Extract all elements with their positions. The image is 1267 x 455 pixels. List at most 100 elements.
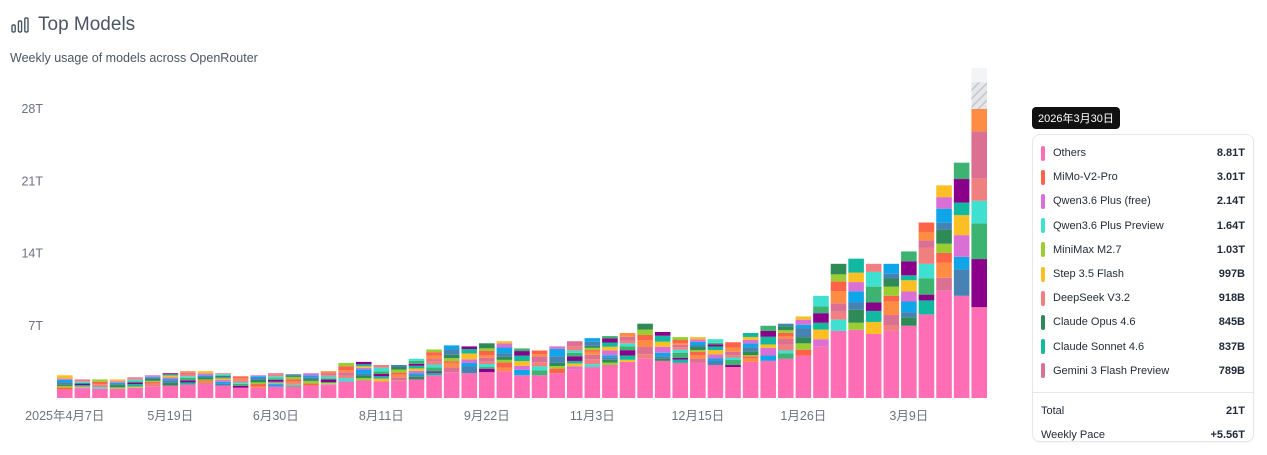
week-bar[interactable]	[901, 251, 917, 398]
week-bar[interactable]	[373, 364, 390, 398]
bar-segment	[707, 346, 724, 351]
week-bar[interactable]	[74, 379, 91, 398]
week-bar[interactable]	[338, 362, 354, 398]
bar-segment	[654, 358, 671, 361]
bar-segment	[162, 385, 179, 398]
tooltip-series-row: MiniMax M2.7 1.03T	[1041, 238, 1245, 262]
week-bar[interactable]	[285, 374, 302, 398]
bar-segment	[901, 261, 917, 276]
week-bar[interactable]	[707, 339, 724, 398]
week-bar[interactable]	[355, 361, 372, 398]
week-bar[interactable]	[461, 346, 478, 398]
bar-segment	[443, 362, 460, 368]
week-bar[interactable]	[144, 375, 161, 398]
bar-segment	[355, 367, 372, 370]
week-bar[interactable]	[883, 263, 900, 398]
week-bar[interactable]	[215, 373, 231, 398]
week-bar[interactable]	[303, 373, 319, 398]
bar-segment	[566, 346, 583, 351]
bar-segment	[760, 336, 776, 345]
week-bar[interactable]	[813, 295, 829, 398]
bar-segment	[795, 355, 812, 398]
week-bar[interactable]	[918, 222, 935, 398]
bar-segment	[426, 359, 442, 362]
bar-segment	[391, 364, 407, 367]
bar-segment	[690, 362, 706, 398]
week-bar[interactable]	[479, 343, 495, 398]
week-bar[interactable]	[865, 263, 882, 398]
bar-segment	[479, 364, 495, 368]
week-bar[interactable]	[971, 68, 987, 398]
bar-segment	[566, 369, 583, 398]
week-bar[interactable]	[391, 364, 407, 398]
bar-segment	[566, 341, 583, 347]
bar-segment	[672, 342, 689, 345]
week-bar[interactable]	[795, 316, 812, 398]
bar-segment	[883, 286, 900, 296]
week-bar[interactable]	[197, 371, 214, 398]
week-bar[interactable]	[514, 348, 530, 398]
bar-segment	[883, 278, 900, 287]
bar-segment	[268, 374, 284, 377]
week-bar[interactable]	[496, 341, 513, 398]
bar-segment	[936, 262, 952, 278]
week-bar[interactable]	[566, 341, 583, 398]
week-bar[interactable]	[250, 375, 267, 398]
bar-segment	[901, 301, 917, 313]
bar-segment	[777, 350, 794, 354]
week-bar[interactable]	[848, 258, 864, 398]
bar-segment	[901, 325, 917, 398]
bar-segment	[162, 380, 179, 383]
bar-segment	[953, 215, 970, 236]
week-bar[interactable]	[109, 379, 126, 398]
bar-segment	[865, 286, 882, 303]
bar-segment	[479, 355, 495, 358]
bar-segment	[742, 343, 759, 348]
week-bar[interactable]	[408, 358, 425, 398]
week-bar[interactable]	[92, 379, 108, 398]
bar-segment	[742, 358, 759, 362]
bar-segment	[92, 379, 108, 382]
week-bar[interactable]	[936, 185, 952, 398]
week-bar[interactable]	[57, 375, 73, 398]
bar-segment	[901, 312, 917, 318]
week-bar[interactable]	[725, 342, 741, 398]
week-bar[interactable]	[443, 345, 460, 398]
week-bar[interactable]	[584, 338, 601, 398]
week-bar[interactable]	[760, 325, 776, 398]
week-bar[interactable]	[180, 371, 196, 398]
series-value: 789B	[1218, 364, 1245, 377]
bar-segment	[549, 373, 565, 398]
week-bar[interactable]	[672, 337, 689, 398]
bar-segment	[92, 388, 108, 398]
bar-segment	[268, 382, 284, 384]
bar-segment	[707, 361, 724, 365]
week-bar[interactable]	[320, 371, 337, 398]
bar-segment	[127, 384, 143, 387]
week-bar[interactable]	[742, 332, 759, 399]
week-bar[interactable]	[654, 331, 671, 398]
week-bar[interactable]	[426, 349, 442, 398]
week-bar[interactable]	[830, 263, 847, 398]
week-bar[interactable]	[549, 346, 565, 398]
week-bar[interactable]	[637, 323, 653, 398]
week-bar[interactable]	[232, 376, 249, 398]
week-bar[interactable]	[531, 350, 548, 398]
bar-segment	[303, 383, 319, 386]
week-bar[interactable]	[127, 377, 143, 398]
week-bar[interactable]	[602, 336, 618, 398]
bar-segment	[285, 383, 302, 385]
bar-segment	[250, 375, 267, 377]
week-bar[interactable]	[619, 332, 636, 399]
bar-segment	[971, 307, 987, 398]
week-bar[interactable]	[777, 323, 794, 398]
week-bar[interactable]	[162, 373, 179, 398]
bar-segment	[901, 317, 917, 326]
week-bar[interactable]	[268, 373, 284, 398]
week-bar[interactable]	[953, 162, 970, 398]
bar-segment	[109, 385, 126, 388]
y-tick-label: 21T	[21, 174, 43, 188]
week-bar[interactable]	[690, 337, 706, 398]
bar-segment	[215, 385, 231, 398]
bar-segment	[250, 384, 267, 387]
